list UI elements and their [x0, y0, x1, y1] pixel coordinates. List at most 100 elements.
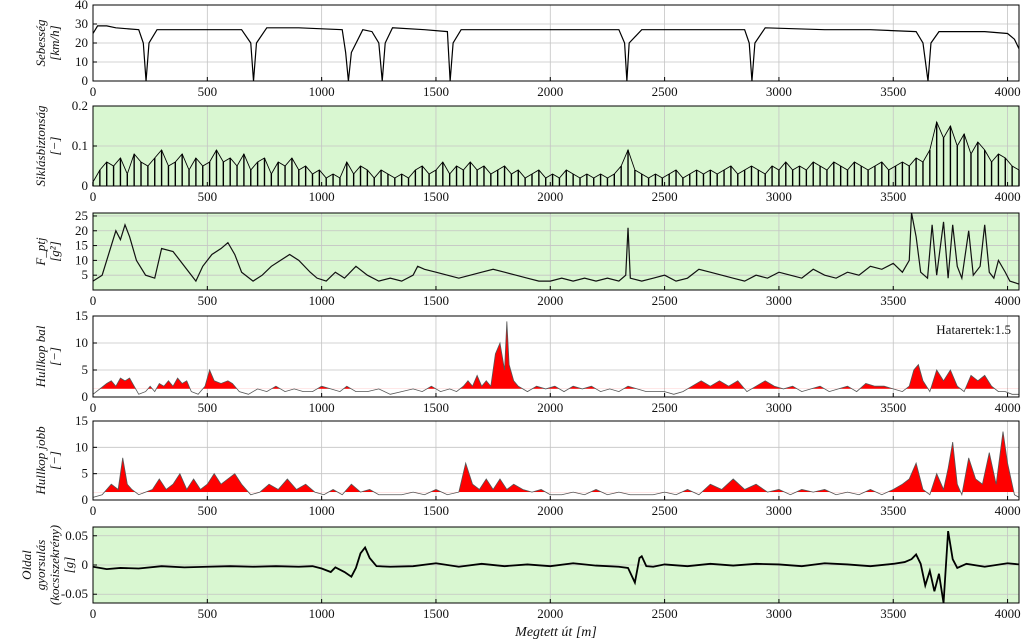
x-tick-label: 0 [90, 400, 97, 415]
y-tick-label: 10 [75, 54, 88, 69]
y-tick-label: 0.2 [72, 98, 88, 113]
y-tick-label: 40 [75, 0, 88, 12]
x-tick-label: 500 [198, 293, 218, 308]
x-tick-label: 0 [90, 189, 97, 204]
y-axis-label: [km/h] [47, 25, 62, 60]
series-line [92, 431, 1020, 498]
y-tick-label: 20 [75, 223, 88, 238]
x-tick-label: 4000 [995, 400, 1021, 415]
x-tick-label: 3000 [766, 503, 792, 518]
x-tick-label: 4000 [995, 84, 1021, 99]
x-tick-label: 0 [90, 606, 97, 621]
x-tick-label: 2000 [537, 606, 563, 621]
x-tick-label: 2000 [537, 189, 563, 204]
series-line [92, 120, 1020, 183]
y-tick-label: 15 [75, 308, 88, 323]
subplot-5: 0 500 1000 1500 2000 2500 3000 3500 4000 0 5 10 15 Hu… [33, 413, 1021, 518]
x-tick-label: 3500 [880, 503, 906, 518]
y-tick-label: 25 [75, 208, 88, 223]
y-tick-label: 0 [82, 73, 89, 88]
y-tick-label: 0 [82, 178, 89, 193]
y-tick-label: 0 [82, 557, 89, 572]
x-tick-label: 3000 [766, 189, 792, 204]
subplot-2: 0 500 1000 1500 2000 2500 3000 3500 4000 0 0.1 0.2 S… [33, 98, 1021, 204]
y-tick-label: -0.05 [61, 586, 88, 601]
x-tick-label: 3000 [766, 84, 792, 99]
x-tick-label: 500 [198, 606, 218, 621]
x-tick-label: 4000 [995, 293, 1021, 308]
x-tick-label: 3500 [880, 293, 906, 308]
y-tick-label: 10 [75, 252, 88, 267]
x-tick-label: 2500 [652, 606, 678, 621]
x-tick-label: 3500 [880, 400, 906, 415]
y-axis-label: [−] [47, 451, 62, 470]
y-axis-label: [g²] [47, 241, 62, 262]
x-tick-label: 0 [90, 503, 97, 518]
x-tick-label: 3500 [880, 84, 906, 99]
subplot-6: 0 500 1000 1500 2000 2500 3000 3500 4000-0.0500.… [19, 525, 1021, 640]
subplot-3: 0 500 1000 1500 2000 2500 3000 3500 4000 51015202… [33, 208, 1021, 308]
x-tick-label: 3000 [766, 606, 792, 621]
x-tick-label: 500 [198, 400, 218, 415]
x-tick-label: 1500 [423, 189, 449, 204]
y-tick-label: 10 [75, 439, 88, 454]
x-tick-label: 500 [198, 189, 218, 204]
x-tick-label: 0 [90, 84, 97, 99]
x-tick-label: 1000 [309, 84, 335, 99]
x-tick-label: 2000 [537, 400, 563, 415]
y-axis-label: [−] [47, 137, 62, 156]
x-tick-label: 2000 [537, 503, 563, 518]
y-axis-label: [−] [47, 347, 62, 366]
y-tick-label: 30 [75, 16, 88, 31]
y-tick-label: 15 [75, 238, 88, 253]
y-tick-label: 5 [82, 267, 89, 282]
series-line [92, 530, 1020, 604]
x-tick-label: 3000 [766, 400, 792, 415]
x-tick-label: 1500 [423, 503, 449, 518]
series-line [92, 321, 1019, 395]
subplot-1: 0 500 1000 1500 2000 2500 3000 3500 400001020304… [33, 0, 1021, 99]
y-axis-label: Oldal [19, 550, 34, 580]
x-tick-label: 3500 [880, 606, 906, 621]
y-tick-label: 0.1 [72, 138, 88, 153]
exceedance-area [93, 321, 1019, 389]
x-axis-label: Megtett út [m] [514, 625, 597, 640]
axes-frame [92, 420, 1020, 501]
x-tick-label: 3000 [766, 293, 792, 308]
x-tick-label: 2500 [652, 189, 678, 204]
x-tick-label: 1500 [423, 606, 449, 621]
x-tick-label: 1000 [309, 293, 335, 308]
y-tick-label: 0 [82, 492, 89, 507]
y-axis-label: F_ptj [33, 237, 48, 267]
x-tick-label: 1500 [423, 84, 449, 99]
x-tick-label: 1500 [423, 400, 449, 415]
y-tick-label: 10 [75, 335, 88, 350]
x-tick-label: 2000 [537, 293, 563, 308]
y-axis-label: Siklásbiztonság [33, 105, 48, 186]
x-tick-label: 2500 [652, 84, 678, 99]
x-tick-label: 0 [90, 293, 97, 308]
y-tick-label: 5 [82, 362, 89, 377]
x-tick-label: 4000 [995, 189, 1021, 204]
y-tick-label: 5 [82, 466, 89, 481]
x-tick-label: 4000 [995, 606, 1021, 621]
y-axis-label: gyorsulás [33, 540, 48, 591]
y-axis-label: Hullkop bal [33, 325, 48, 388]
axes-frame [92, 315, 1020, 398]
axes-frame [92, 212, 1020, 291]
y-axis-label: (kocsiszekrény) [47, 525, 62, 605]
y-axis-label: [g] [61, 557, 76, 574]
plot-background [93, 316, 1019, 397]
x-tick-label: 2500 [652, 293, 678, 308]
y-axis-label: Hullkop jobb [33, 426, 48, 496]
y-tick-label: 15 [75, 413, 88, 428]
x-tick-label: 3500 [880, 189, 906, 204]
threshold-annotation: Hatarertek:1.5 [936, 322, 1011, 337]
x-tick-label: 2500 [652, 503, 678, 518]
exceedance-area [104, 431, 1014, 493]
subplot-4: 0 500 1000 1500 2000 2500 3000 3500 4000 0 5 10 15 Hu… [33, 308, 1021, 415]
y-axis-label: Sebesség [33, 19, 48, 66]
x-tick-label: 500 [198, 503, 218, 518]
plot-background [93, 421, 1019, 500]
